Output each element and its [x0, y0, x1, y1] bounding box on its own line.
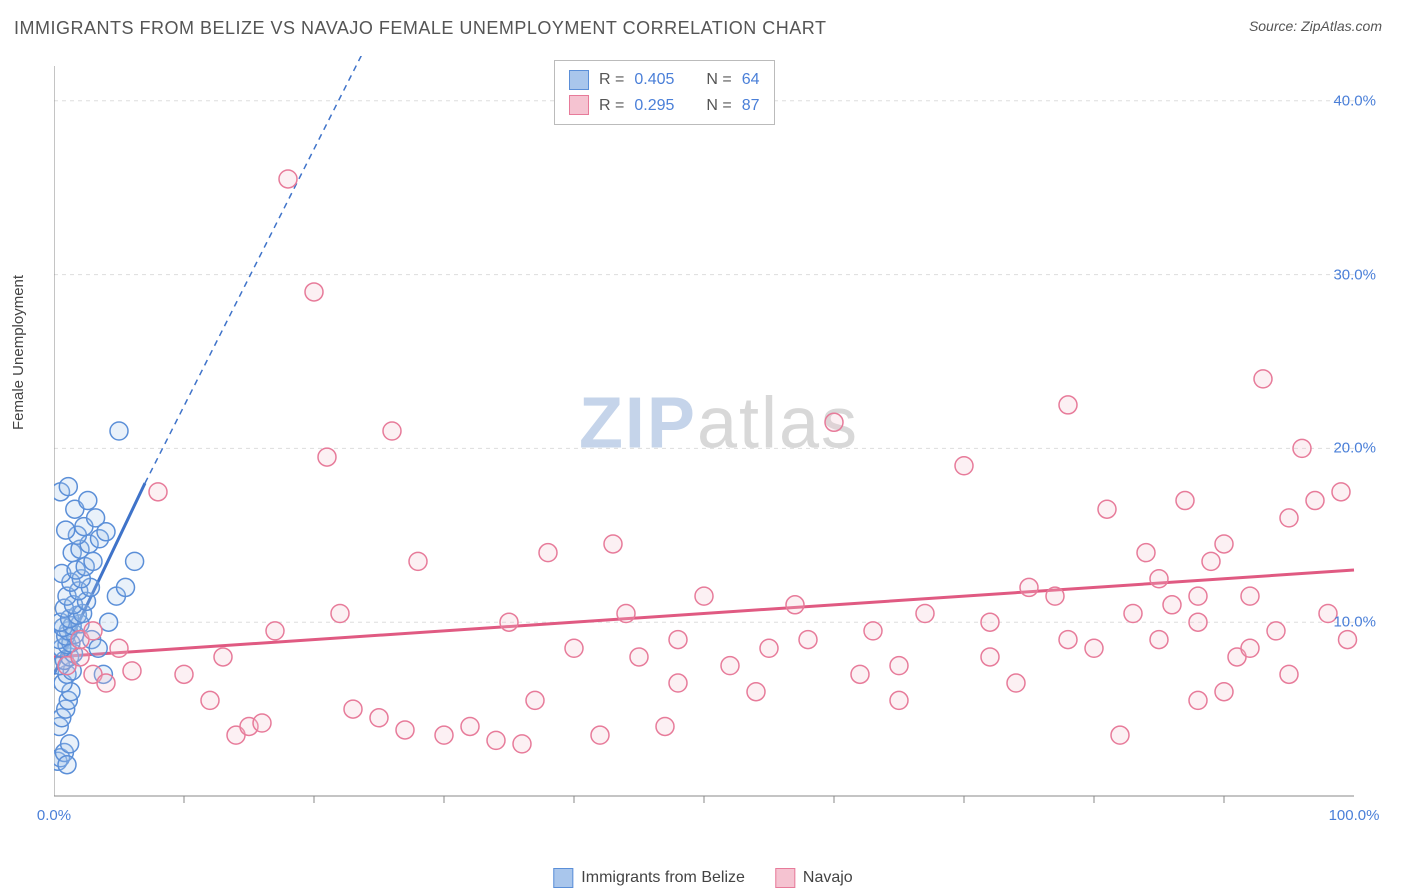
- n-label: N =: [706, 93, 731, 119]
- n-label: N =: [706, 67, 731, 93]
- r-label: R =: [599, 93, 624, 119]
- stats-row-navajo: R = 0.295 N = 87: [569, 93, 760, 119]
- legend-item-belize: Immigrants from Belize: [553, 868, 745, 888]
- y-tick-label: 40.0%: [1333, 92, 1376, 109]
- x-tick-label: 0.0%: [37, 807, 71, 824]
- n-value-navajo: 87: [742, 93, 760, 119]
- y-axis-label: Female Unemployment: [10, 275, 27, 430]
- legend-item-navajo: Navajo: [775, 868, 853, 888]
- swatch-navajo: [569, 95, 589, 115]
- source-name: ZipAtlas.com: [1301, 18, 1382, 34]
- n-value-belize: 64: [742, 67, 760, 93]
- y-tick-label: 30.0%: [1333, 266, 1376, 283]
- legend-swatch-navajo: [775, 868, 795, 888]
- swatch-belize: [569, 70, 589, 90]
- r-value-navajo: 0.295: [634, 93, 674, 119]
- source-prefix: Source:: [1249, 18, 1301, 34]
- legend-label-navajo: Navajo: [803, 869, 853, 887]
- legend-bottom: Immigrants from Belize Navajo: [553, 868, 852, 888]
- source-attribution: Source: ZipAtlas.com: [1249, 18, 1382, 34]
- correlation-stats-box: R = 0.405 N = 64 R = 0.295 N = 87: [554, 60, 775, 125]
- legend-swatch-belize: [553, 868, 573, 888]
- chart-title: IMMIGRANTS FROM BELIZE VS NAVAJO FEMALE …: [14, 18, 826, 39]
- r-label: R =: [599, 67, 624, 93]
- r-value-belize: 0.405: [634, 67, 674, 93]
- legend-label-belize: Immigrants from Belize: [581, 869, 745, 887]
- chart-area: ZIPatlas R = 0.405 N = 64 R = 0.295 N = …: [54, 56, 1384, 816]
- y-tick-label: 10.0%: [1333, 614, 1376, 631]
- chart-header: IMMIGRANTS FROM BELIZE VS NAVAJO FEMALE …: [0, 0, 1406, 47]
- y-tick-label: 20.0%: [1333, 440, 1376, 457]
- stats-row-belize: R = 0.405 N = 64: [569, 67, 760, 93]
- scatter-plot: [54, 56, 1384, 816]
- x-tick-label: 100.0%: [1329, 807, 1380, 824]
